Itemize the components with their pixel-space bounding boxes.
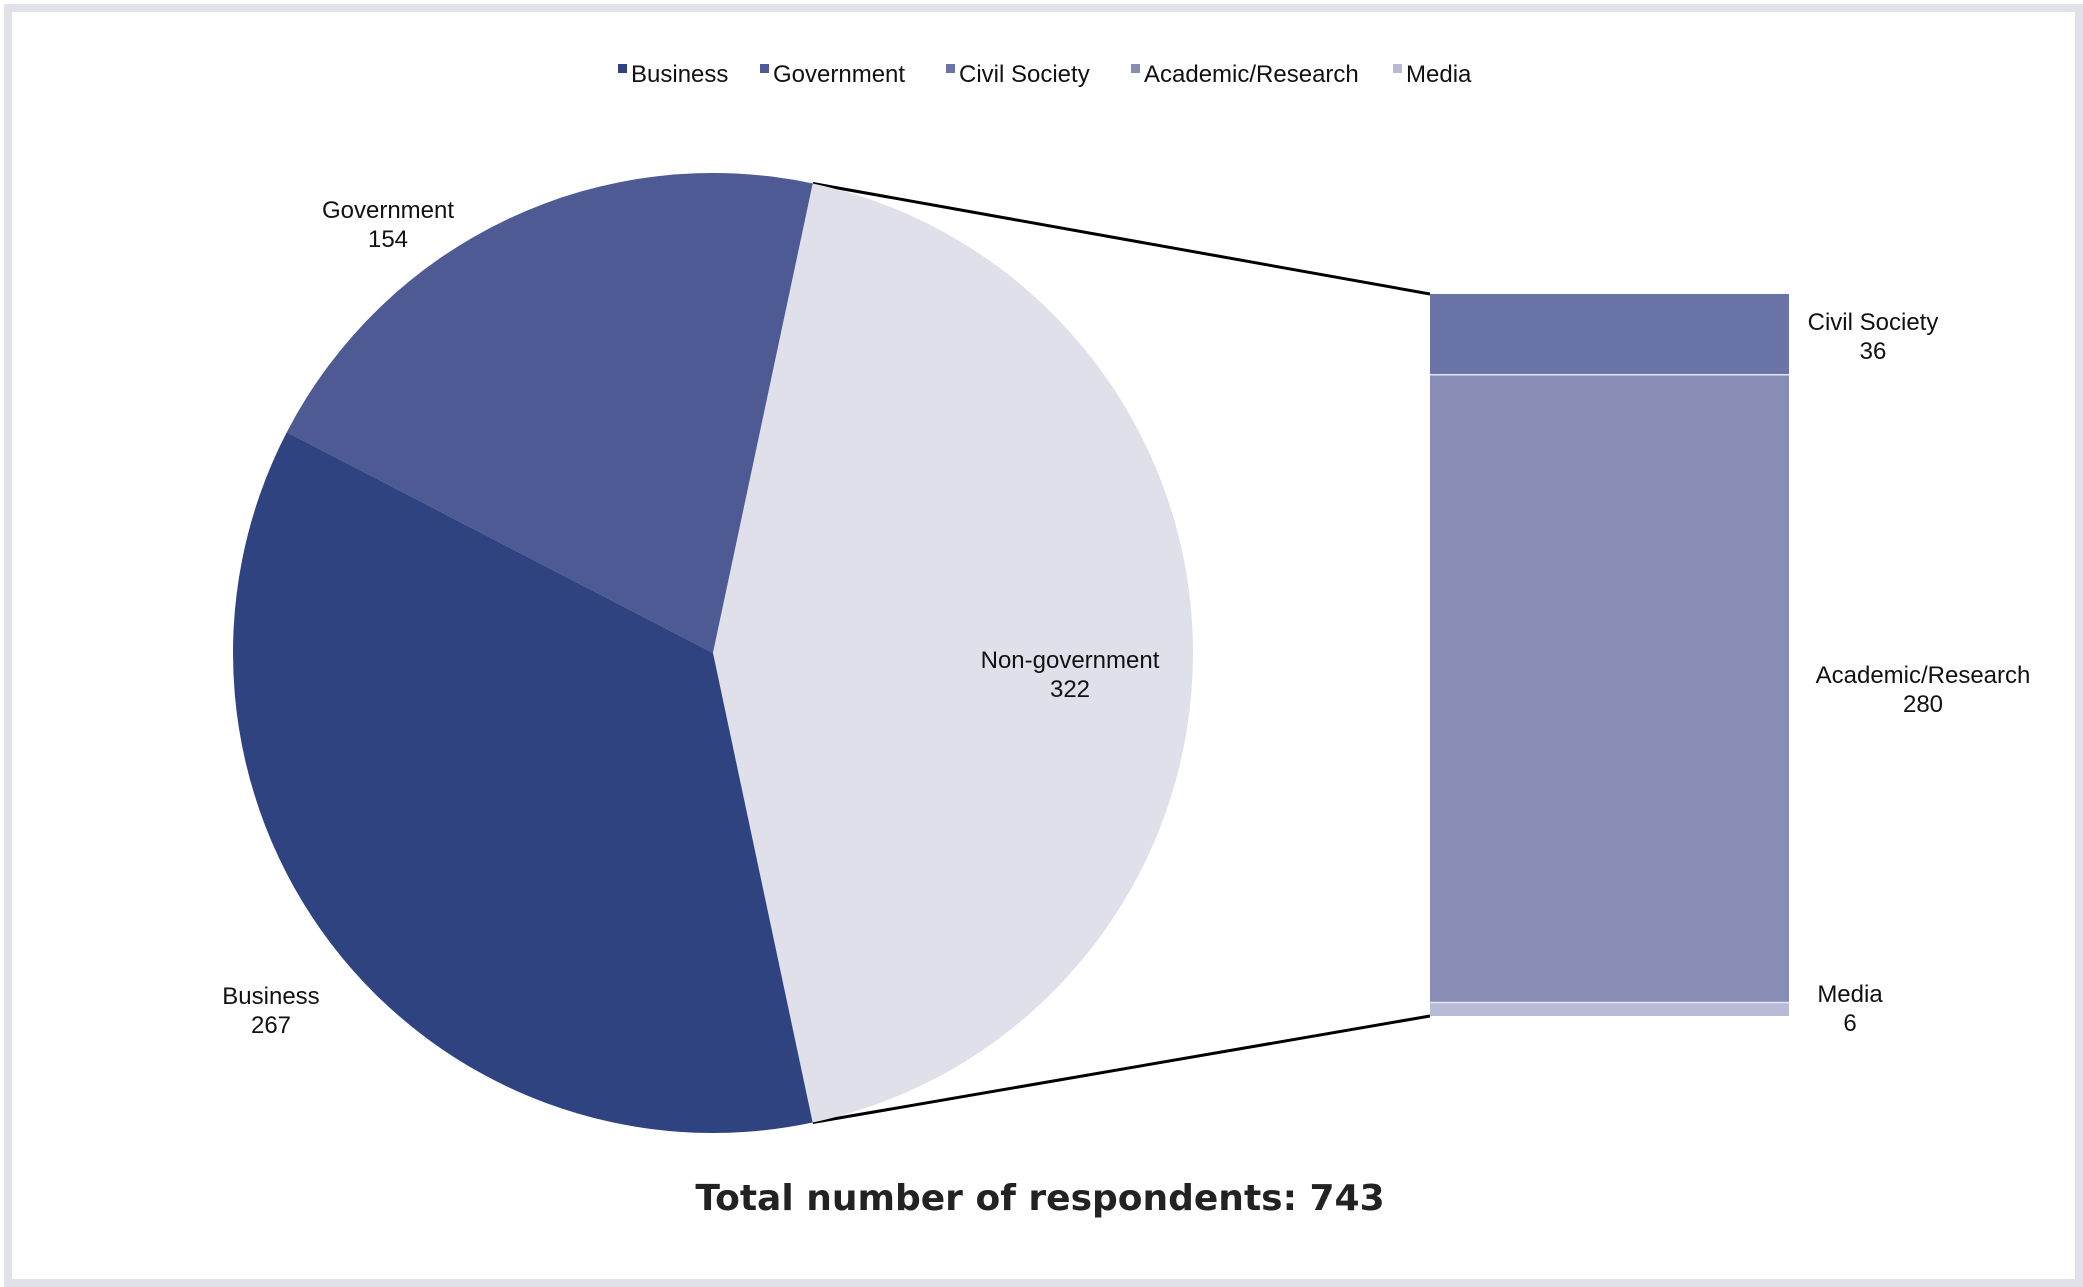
pie-slice-non-government (713, 183, 1193, 1123)
legend-swatch-government (760, 64, 769, 73)
legend-label-media: Media (1406, 61, 1472, 88)
legend-label-academic-research: Academic/Research (1144, 61, 1359, 88)
bar-segment-academic-research (1430, 374, 1789, 1003)
pie (233, 173, 1193, 1134)
pie-slice-government (286, 173, 813, 654)
pie-slice-business (233, 432, 813, 1134)
data-label-government-name: Government (322, 197, 454, 224)
legend: Business Government Civil Society Academic/… (618, 61, 1472, 88)
legend-swatch-media (1393, 64, 1402, 73)
data-label-academic-research-name: Academic/Research (1816, 662, 2031, 689)
data-label-academic-research-value: 280 (1903, 691, 1943, 718)
legend-swatch-business (618, 64, 627, 73)
legend-label-business: Business (631, 61, 728, 88)
legend-label-civil-society: Civil Society (959, 61, 1090, 88)
legend-label-government: Government (773, 61, 905, 88)
legend-swatch-academic-research (1131, 64, 1140, 73)
data-label-non-government-name: Non-government (981, 647, 1160, 674)
stacked-bar (1430, 294, 1789, 1016)
data-label-civil-society-name: Civil Society (1808, 309, 1939, 336)
data-label-business-value: 267 (251, 1012, 291, 1039)
bar-segment-civil-society (1430, 294, 1789, 375)
connector-lines (812, 182, 1431, 1125)
bar-segment-media (1430, 1002, 1789, 1016)
total-respondents: Total number of respondents: 743 (695, 1178, 1384, 1219)
data-label-business-name: Business (222, 983, 319, 1010)
legend-swatch-civil-society (946, 64, 955, 73)
data-label-media-value: 6 (1843, 1010, 1856, 1037)
connector-line-top (812, 182, 1431, 296)
connector-line-bottom (812, 1014, 1431, 1125)
data-label-government-value: 154 (368, 226, 408, 253)
data-label-media-name: Media (1817, 981, 1883, 1008)
data-label-civil-society-value: 36 (1860, 338, 1887, 365)
data-label-non-government-value: 322 (1050, 676, 1090, 703)
